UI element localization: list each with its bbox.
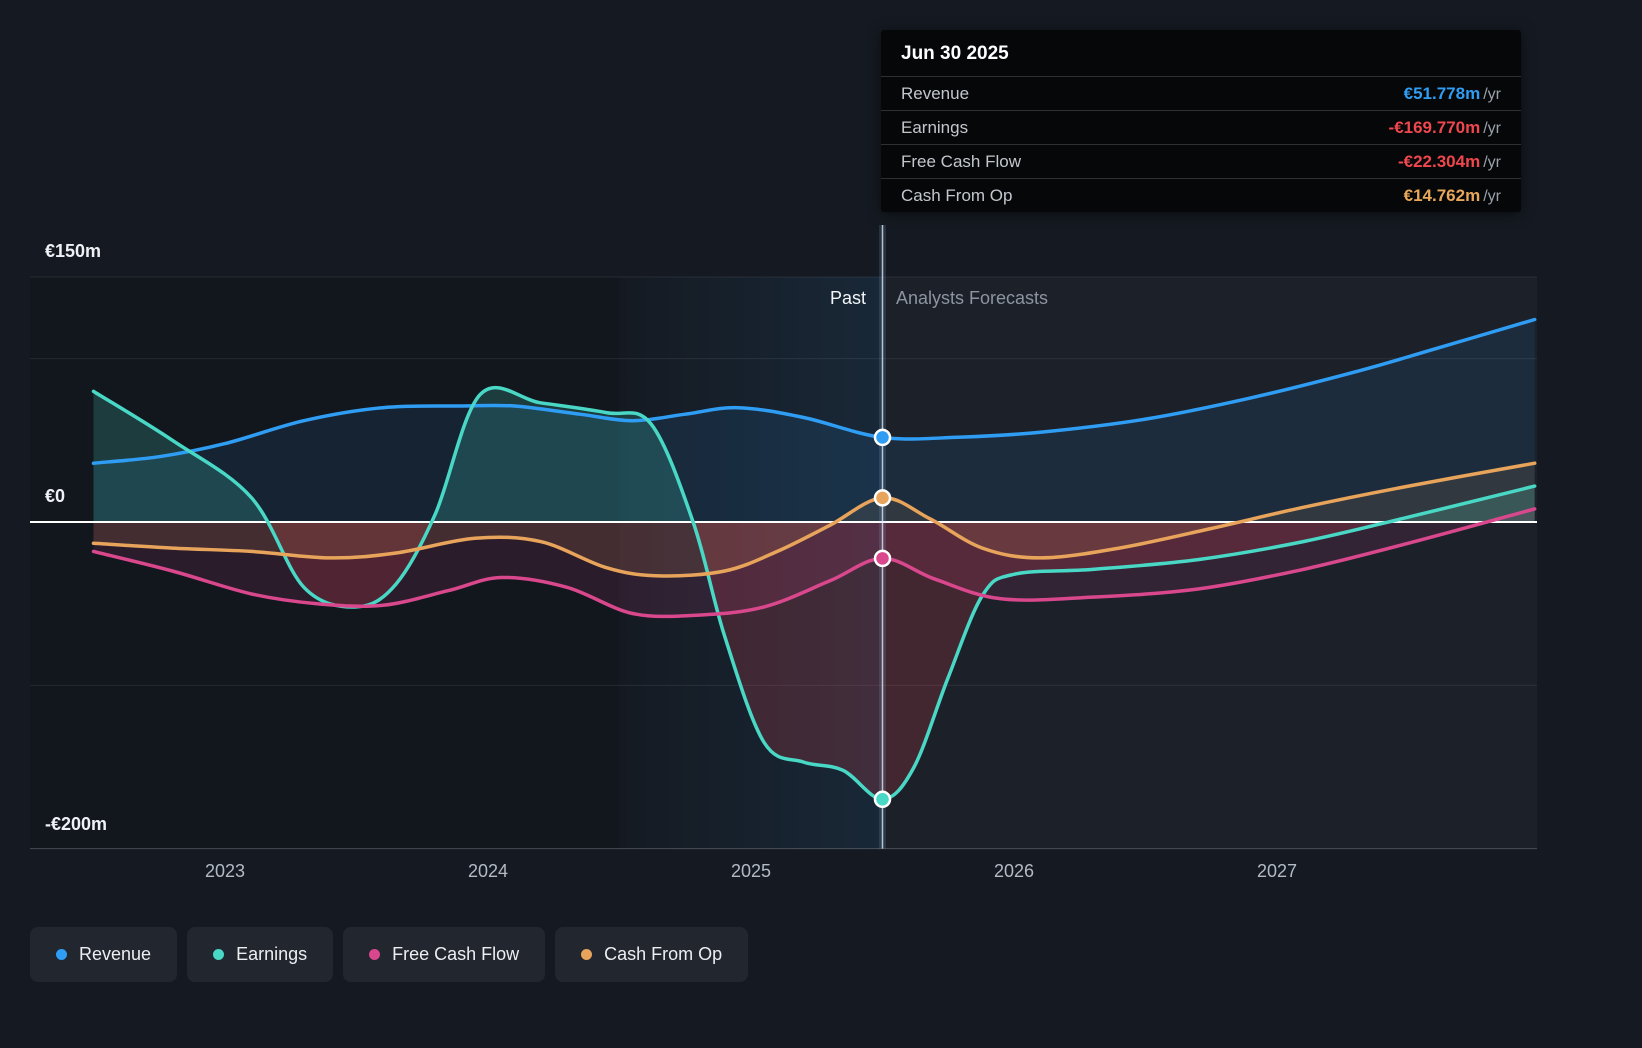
- cash-from-op-area-positive: [93, 463, 1535, 522]
- cash-from-op-marker[interactable]: [873, 489, 892, 507]
- legend-label-free-cash-flow: Free Cash Flow: [392, 944, 520, 964]
- forecast-zone-bg: [882, 277, 1537, 849]
- legend-item-earnings[interactable]: Earnings: [187, 927, 334, 982]
- earnings-area-negative: [93, 522, 1535, 800]
- tooltip-label-revenue: Revenue: [901, 83, 970, 103]
- free-cash-flow-line: [91, 507, 1537, 619]
- y-axis-label-neg200m: -€200m: [45, 814, 108, 834]
- legend-item-free-cash-flow[interactable]: Free Cash Flow: [343, 927, 546, 982]
- tooltip-value-revenue: €51.778m: [1403, 83, 1481, 103]
- earnings-marker[interactable]: [873, 790, 892, 809]
- y-axis-label-150m: €150m: [45, 241, 102, 261]
- tooltip-suffix-cash-from-op: /yr: [1483, 187, 1501, 205]
- past-zone-bg: [30, 277, 620, 849]
- revenue-marker[interactable]: [873, 428, 892, 447]
- tooltip-suffix-free-cash-flow: /yr: [1483, 153, 1501, 171]
- x-axis-label-2025: 2025: [730, 861, 772, 881]
- past-zone-label: Past: [829, 288, 866, 308]
- x-axis-label-2024: 2024: [467, 861, 509, 881]
- legend-label-revenue: Revenue: [79, 944, 152, 964]
- legend: Revenue Earnings Free Cash Flow Cash Fro…: [30, 927, 749, 982]
- tooltip-value-free-cash-flow: -€22.304m: [1397, 151, 1481, 171]
- tooltip-value-cash-from-op: €14.762m: [1403, 185, 1481, 205]
- cash-from-op-line: [91, 461, 1537, 578]
- tooltip-date: Jun 30 2025: [901, 43, 1009, 64]
- free-cash-flow-marker[interactable]: [873, 549, 892, 568]
- chart-tooltip: Jun 30 2025 Revenue €51.778m/yr Earnings…: [881, 30, 1521, 212]
- tooltip-row-revenue: Revenue €51.778m/yr: [881, 76, 1521, 110]
- tooltip-suffix-revenue: /yr: [1483, 85, 1501, 103]
- tooltip-row-earnings: Earnings -€169.770m/yr: [881, 110, 1521, 144]
- x-axis-label-2023: 2023: [204, 861, 246, 881]
- tooltip-value-earnings: -€169.770m: [1388, 117, 1481, 137]
- tooltip-row-cash-from-op: Cash From Op €14.762m/yr: [881, 178, 1521, 212]
- legend-label-cash-from-op: Cash From Op: [604, 944, 723, 964]
- tooltip-row-free-cash-flow: Free Cash Flow -€22.304m/yr: [881, 144, 1521, 178]
- x-axis-label-2026: 2026: [993, 861, 1035, 881]
- legend-item-revenue[interactable]: Revenue: [30, 927, 178, 982]
- free-cash-flow-area-negative: [93, 522, 1535, 617]
- analysts-forecasts-zone-label: Analysts Forecasts: [896, 288, 1049, 308]
- legend-item-cash-from-op[interactable]: Cash From Op: [555, 927, 749, 982]
- tooltip-label-earnings: Earnings: [901, 117, 969, 137]
- tooltip-suffix-earnings: /yr: [1483, 119, 1501, 137]
- x-axis-label-2027: 2027: [1256, 861, 1298, 881]
- revenue-dot-icon: [56, 949, 67, 960]
- legend-label-earnings: Earnings: [236, 944, 308, 964]
- revenue-line: [91, 317, 1537, 465]
- free-cash-flow-dot-icon: [369, 949, 381, 960]
- cash-from-op-dot-icon: [581, 949, 593, 960]
- tooltip-label-cash-from-op: Cash From Op: [901, 185, 1013, 205]
- y-axis-label-zero: €0: [45, 486, 66, 506]
- earnings-dot-icon: [213, 949, 225, 960]
- earnings-area-positive: [93, 387, 1535, 522]
- tooltip-label-free-cash-flow: Free Cash Flow: [901, 151, 1021, 171]
